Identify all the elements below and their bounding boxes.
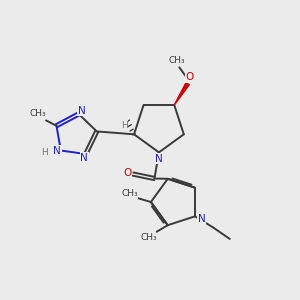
Text: O: O xyxy=(124,168,132,178)
Text: H: H xyxy=(121,121,128,130)
Text: CH₃: CH₃ xyxy=(121,189,138,198)
Text: N: N xyxy=(198,214,206,224)
Text: N: N xyxy=(80,153,88,163)
Text: N: N xyxy=(155,154,163,164)
Text: N: N xyxy=(78,106,86,116)
Text: O: O xyxy=(185,72,193,82)
Text: H: H xyxy=(41,148,48,158)
Text: N: N xyxy=(53,146,61,155)
Text: CH₃: CH₃ xyxy=(141,233,157,242)
Text: CH₃: CH₃ xyxy=(29,110,46,118)
Text: CH₃: CH₃ xyxy=(168,56,185,65)
Polygon shape xyxy=(174,82,189,105)
